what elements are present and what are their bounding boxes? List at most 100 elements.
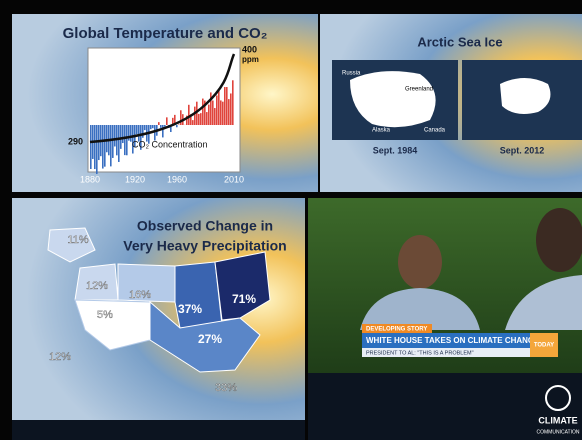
tag-bar <box>362 324 432 333</box>
bar <box>90 125 92 169</box>
bar <box>226 87 228 125</box>
bar <box>210 92 212 125</box>
bar <box>192 120 194 125</box>
region-label: 37% <box>178 302 202 316</box>
midwest <box>174 261 223 329</box>
lower-strip <box>12 420 305 440</box>
bar <box>214 108 216 125</box>
bar <box>202 98 204 125</box>
bar <box>172 117 174 125</box>
year-label: 1960 <box>167 174 187 184</box>
bar <box>176 125 178 128</box>
bar <box>194 106 196 125</box>
unit-label: ppm <box>242 55 259 64</box>
bar <box>96 125 98 174</box>
bar <box>120 125 122 149</box>
bar <box>162 125 164 138</box>
bar <box>166 117 168 125</box>
bar <box>122 125 124 144</box>
bar <box>118 125 120 162</box>
bar <box>132 125 134 154</box>
logo-globe <box>545 385 571 411</box>
region-label: 5% <box>97 309 113 321</box>
show-name: TODAY <box>534 343 554 349</box>
alaska <box>47 227 96 263</box>
bar <box>138 125 140 142</box>
bar <box>186 115 188 125</box>
region-label: 71% <box>232 292 256 306</box>
bar <box>124 125 126 156</box>
bar <box>164 125 166 127</box>
left-label: 290 <box>68 136 83 146</box>
bar <box>110 125 112 167</box>
video-panel: DEVELOPING STORY WHITE HOUSE TAKES ON CL… <box>308 198 582 440</box>
bar <box>198 113 200 125</box>
year-label: 1880 <box>80 174 100 184</box>
subline: PRESIDENT TO AL: "THIS IS A PROBLEM" <box>366 350 474 356</box>
bar <box>220 100 222 125</box>
region-label: 16% <box>129 289 151 301</box>
caption: Sept. 1984 <box>373 145 418 155</box>
headline-bar <box>362 333 530 348</box>
bar <box>196 101 198 125</box>
bar <box>212 100 214 125</box>
region-label: 33% <box>215 382 237 394</box>
bar <box>144 125 146 131</box>
ice-1984 <box>350 71 436 128</box>
bar <box>148 125 150 144</box>
logo-text: COMMUNICATION <box>537 429 580 435</box>
southeast <box>149 300 261 373</box>
panel-title: Arctic Sea Ice <box>417 34 502 49</box>
year-label: 1920 <box>125 174 145 184</box>
subline-bar <box>362 348 530 357</box>
co2-curve <box>89 53 236 144</box>
bar <box>208 104 210 125</box>
bar <box>206 112 208 125</box>
region-label: 12% <box>86 280 108 292</box>
bar <box>188 104 190 125</box>
bar <box>178 124 180 125</box>
bar <box>204 100 206 125</box>
sea-ice-panel: Arctic Sea Ice Russia Greenland Alaska C… <box>320 14 582 192</box>
bar <box>218 88 220 125</box>
region-label: 27% <box>198 332 222 346</box>
show-logo <box>530 333 558 357</box>
bar <box>170 125 172 133</box>
bar <box>160 125 162 128</box>
bar <box>150 125 152 130</box>
bar <box>94 125 96 170</box>
bar <box>136 125 138 135</box>
year-label: 2010 <box>224 174 244 184</box>
bar <box>112 125 114 158</box>
bar <box>158 122 160 125</box>
bar <box>106 125 108 153</box>
map-label: Greenland <box>405 87 433 93</box>
bar <box>114 125 116 147</box>
bar <box>130 125 132 142</box>
bar <box>222 101 224 125</box>
bar <box>174 114 176 125</box>
bar <box>190 114 192 125</box>
person-head <box>536 208 582 272</box>
panel-title: Very Heavy Precipitation <box>123 238 286 254</box>
tag: DEVELOPING STORY <box>366 327 427 333</box>
person-head <box>398 235 442 289</box>
lower-area <box>308 373 582 440</box>
map-label: Alaska <box>372 128 391 134</box>
ice-2012 <box>500 78 551 114</box>
top-label: 400 <box>242 44 257 54</box>
panel-title: Observed Change in <box>137 218 273 234</box>
region-label: 11% <box>67 234 88 246</box>
precipitation-panel: Observed Change in Very Heavy Precipitat… <box>12 198 305 420</box>
bar <box>142 125 144 138</box>
bar <box>200 113 202 125</box>
bar <box>224 87 226 125</box>
bar <box>228 99 230 125</box>
map-label: Russia <box>342 71 361 77</box>
northeast <box>214 251 271 321</box>
bar <box>216 95 218 125</box>
bar <box>180 110 182 125</box>
temperature-panel: Global Temperature and CO₂ 400 ppm 290 C… <box>12 14 318 192</box>
bar <box>104 125 106 167</box>
region-label: 12% <box>49 351 71 363</box>
